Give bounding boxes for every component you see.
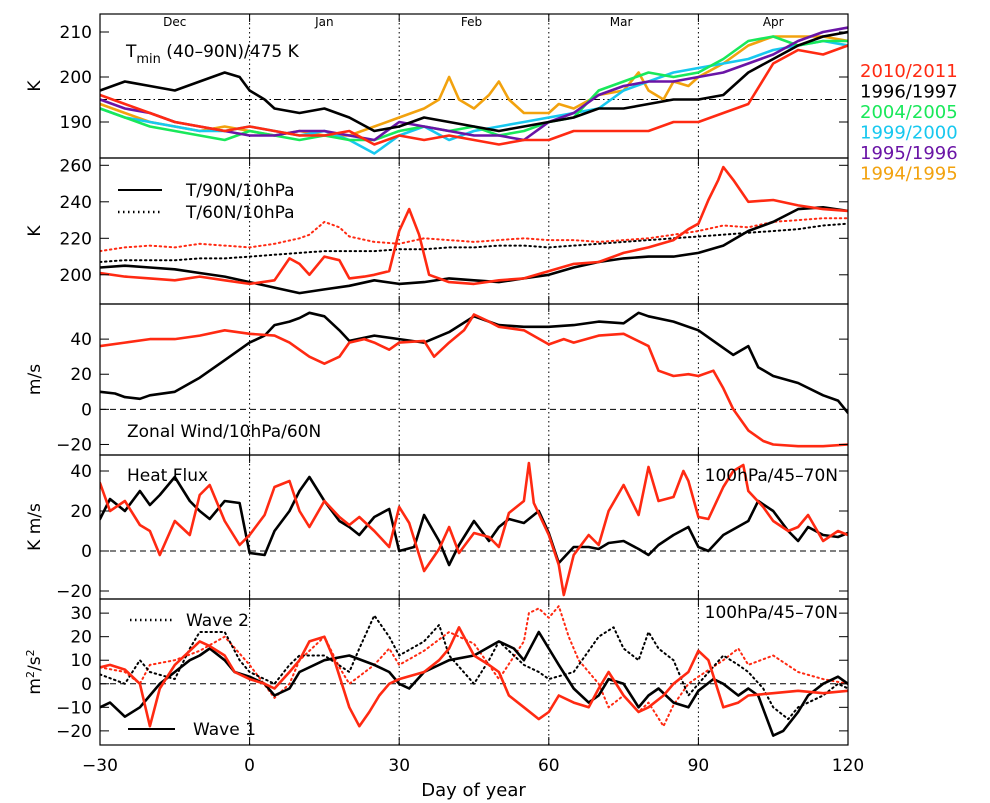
panel-title-rest: (40–90N)/475 K (161, 42, 300, 62)
y-tick-label: 40 (70, 330, 92, 350)
series-group-temp (100, 165, 848, 295)
y-axis-label: m/s (25, 364, 45, 395)
series-group-heat (100, 461, 848, 597)
y-axis-label-sup: 2 (24, 671, 37, 678)
series-line-wind-0 (100, 311, 848, 415)
y-tick-label: 240 (60, 193, 92, 213)
legend-year: 1996/1997 (860, 82, 958, 103)
x-tick-label: −30 (82, 756, 118, 776)
y-axis-label-sup: 2 (24, 649, 37, 656)
y-tick-label: −20 (56, 435, 92, 455)
y-tick-label: 200 (60, 68, 92, 88)
series-group-tmin (100, 26, 848, 155)
panel-wave: −20 −10 0 10 20 30 m2/s2 100hPa/45–70N Wave 2 Wav… (24, 598, 849, 746)
series-line-tmin-5 (100, 44, 848, 146)
panel-heat: −20 0 20 40 K m/s Heat Flux 100hPa/45–70N (25, 454, 849, 602)
y-axis-label: K (25, 225, 45, 237)
y-tick-label: −10 (56, 698, 92, 718)
x-tick-label: 90 (688, 756, 710, 776)
month-label: Mar (610, 15, 633, 29)
panel-frame (99, 157, 849, 305)
y-axis-label-part: /s (25, 656, 45, 671)
legend-label: Wave 1 (193, 720, 256, 740)
legend-label: T/90N/10hPa (185, 181, 295, 201)
panel-annotation-right: 100hPa/45–70N (705, 466, 838, 486)
year-legend: 2010/20111996/19972004/20051999/20001995… (860, 61, 958, 185)
y-tick-label: 220 (60, 229, 92, 249)
series-line-wave-2 (100, 630, 848, 737)
legend-label: T/60N/10hPa (185, 203, 295, 223)
series-line-wind-1 (100, 313, 848, 448)
y-axis-label: K (25, 80, 45, 92)
legend-year: 2004/2005 (860, 102, 958, 123)
y-tick-label: 210 (60, 23, 92, 43)
x-axis: Dec Jan Feb Mar Apr −30 0 30 60 90 120 (82, 15, 864, 776)
y-tick-label: 0 (81, 675, 92, 695)
y-tick-label: −20 (56, 582, 92, 602)
panel-annotation: Zonal Wind/10hPa/60N (127, 422, 321, 442)
y-tick-label: 200 (60, 266, 92, 286)
series-line-tmin-4 (100, 30, 848, 133)
series-line-temp-3 (100, 165, 848, 286)
panel-title: Tmin (40–90N)/475 K (125, 42, 300, 67)
series-group-wind (100, 311, 848, 448)
y-tick-label: 260 (60, 156, 92, 176)
legend-year: 1995/1996 (860, 143, 958, 164)
x-axis-label: Day of year (421, 780, 526, 801)
y-tick-label: 20 (70, 365, 92, 385)
series-line-wave-0 (100, 605, 848, 728)
series-line-temp-0 (100, 217, 848, 253)
legend-year: 2010/2011 (860, 61, 958, 82)
series-line-temp-1 (100, 222, 848, 263)
month-label: Apr (763, 15, 784, 29)
x-tick-label: 60 (538, 756, 560, 776)
series-group-wave (100, 605, 848, 737)
y-tick-label: 0 (81, 400, 92, 420)
x-tick-label: 120 (832, 756, 864, 776)
legend-year: 1999/2000 (860, 123, 958, 144)
x-tick-label: 30 (388, 756, 410, 776)
panel-wind: −20 0 20 40 m/s Zonal Wind/10hPa/60N (25, 303, 849, 456)
series-line-heat-1 (100, 461, 848, 597)
x-tick-label: 0 (244, 756, 255, 776)
y-axis-label: m2/s2 (24, 649, 46, 694)
y-tick-label: 30 (70, 604, 92, 624)
legend-label: Wave 2 (186, 611, 249, 631)
y-tick-label: −20 (56, 722, 92, 742)
series-line-heat-0 (100, 475, 848, 567)
y-tick-label: 10 (70, 651, 92, 671)
panel-annotation: Heat Flux (127, 466, 208, 486)
y-tick-label: 20 (70, 628, 92, 648)
y-tick-label: 0 (81, 542, 92, 562)
y-tick-label: 40 (70, 462, 92, 482)
series-line-temp-2 (100, 206, 848, 295)
legend-year: 1994/1995 (860, 164, 958, 185)
y-tick-label: 190 (60, 113, 92, 133)
y-tick-label: 20 (70, 502, 92, 522)
series-line-wave-3 (100, 626, 848, 728)
series-line-wave-1 (100, 614, 848, 721)
month-label: Dec (163, 15, 186, 29)
panel-annotation-right: 100hPa/45–70N (705, 603, 838, 623)
y-axis-label: K m/s (25, 503, 45, 551)
month-label: Jan (314, 15, 334, 29)
panel-tmin: 190 200 210 K Tmin (40–90N)/475 K (25, 13, 849, 159)
month-label: Feb (461, 15, 482, 29)
panel-frame (99, 598, 849, 746)
panel-title-subscript: min (136, 52, 161, 67)
